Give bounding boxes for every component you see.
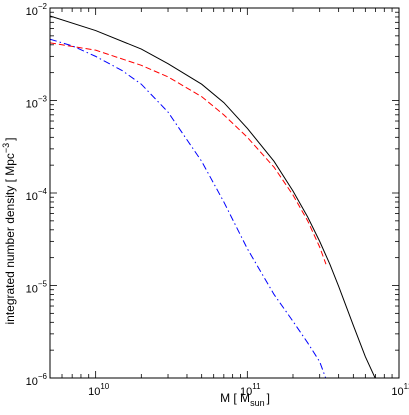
series-line-1	[50, 15, 376, 378]
series-line-2	[50, 42, 327, 265]
y-tick-label: 10−2	[26, 2, 48, 18]
series-lines	[50, 15, 376, 378]
plot-frame	[49, 7, 400, 379]
x-tick-label: 1010	[88, 382, 110, 398]
y-tick-label: 10−4	[26, 187, 48, 203]
x-tick-label: 1011	[240, 382, 261, 398]
x-tick-label: 1012	[391, 382, 409, 398]
series-line-3	[50, 38, 327, 378]
y-tick-label: 10−3	[26, 95, 48, 111]
y-axis-label: integrated number density [ Mpc−3]	[1, 137, 17, 324]
axis-ticks	[49, 7, 400, 379]
x-axis-label: M [ Msun]	[220, 391, 270, 408]
tick-labels: 1010 1011 1012 10−6 10−5 10−4 10−3 10−2	[26, 2, 409, 398]
y-tick-label: 10−6	[26, 372, 48, 388]
y-tick-label: 10−5	[26, 280, 48, 296]
